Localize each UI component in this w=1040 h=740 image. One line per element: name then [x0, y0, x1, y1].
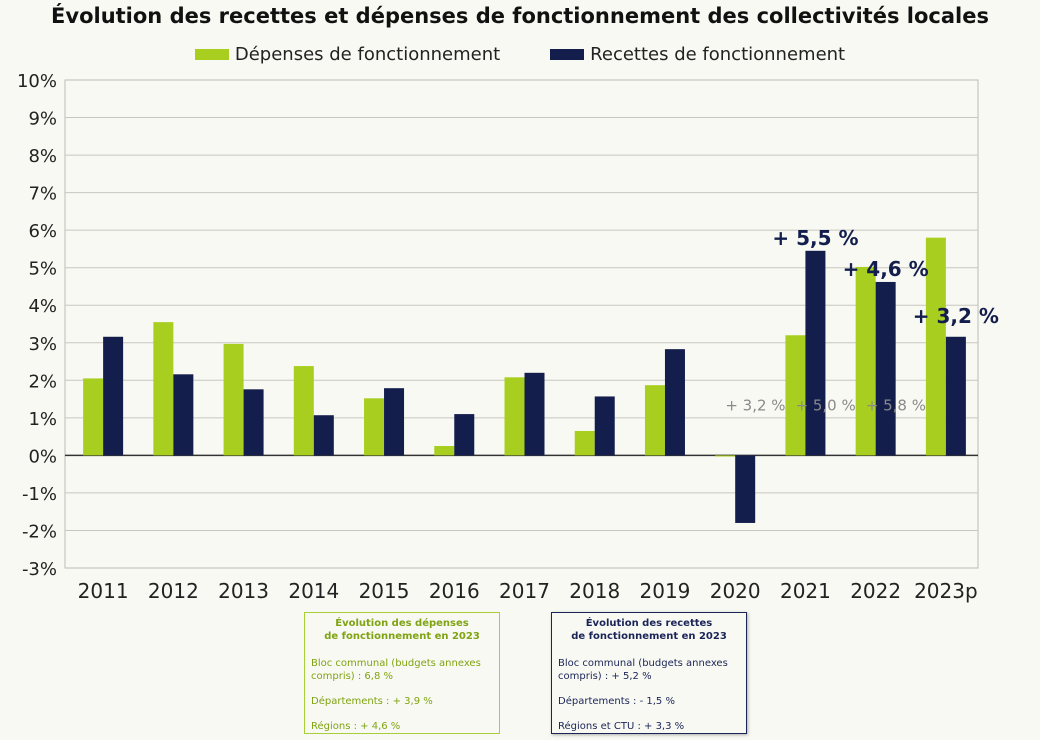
y-tick-label: 7% [28, 184, 57, 205]
bar-depenses [925, 237, 946, 456]
recettes-annotation: + 5,5 % [772, 226, 858, 250]
y-tick-label: 0% [28, 446, 57, 467]
bar-depenses [364, 398, 385, 456]
legend-item-depenses: Dépenses de fonctionnement [194, 44, 501, 65]
bar-recettes [384, 388, 405, 456]
bar-depenses [223, 343, 244, 456]
x-tick-label: 2015 [359, 579, 410, 603]
recettes-box-line-bloc: Bloc communal (budgets annexes compris) … [558, 658, 728, 682]
bar-recettes [454, 414, 475, 456]
x-tick-label: 2011 [78, 579, 129, 603]
y-tick-label: 5% [28, 259, 57, 280]
x-tick-label: 2016 [429, 579, 480, 603]
recettes-box-title: Évolution des recettes de fonctionnement… [571, 618, 727, 642]
bar-depenses [153, 322, 174, 456]
bar-recettes [173, 374, 194, 456]
bar-recettes [664, 349, 685, 456]
plot-frame [64, 79, 979, 569]
y-tick-label: 2% [28, 371, 57, 392]
x-tick-label: 2020 [710, 579, 761, 603]
bar-depenses [293, 366, 314, 456]
bar-depenses [785, 335, 806, 456]
depenses-annotation: + 3,2 % [725, 396, 785, 414]
bar-depenses [434, 446, 455, 456]
bar-depenses [855, 266, 876, 456]
depenses-box-line-regions: Régions : + 4,6 % [311, 721, 401, 732]
chart-legend: Dépenses de fonctionnement Recettes de f… [0, 44, 1040, 65]
x-tick-label: 2019 [640, 579, 691, 603]
bar-depenses [644, 385, 665, 456]
y-tick-label: 4% [28, 296, 57, 317]
recettes-box-line-regions: Régions et CTU : + 3,3 % [558, 721, 685, 732]
bar-depenses [715, 455, 736, 457]
y-tick-label: 3% [28, 334, 57, 355]
y-tick-label: -3% [22, 559, 57, 580]
x-tick-label: 2022 [850, 579, 901, 603]
y-tick-label: -2% [22, 521, 57, 542]
bar-recettes [103, 336, 124, 456]
depenses-box-title: Évolution des dépenses de fonctionnement… [324, 618, 480, 642]
bar-recettes [594, 396, 615, 456]
y-tick-label: 1% [28, 409, 57, 430]
depenses-2023-box: Évolution des dépenses de fonctionnement… [304, 612, 500, 734]
y-tick-label: 9% [28, 109, 57, 130]
depenses-annotation: + 5,8 % [866, 396, 926, 414]
x-tick-label: 2023p [914, 579, 978, 603]
legend-item-recettes: Recettes de fonctionnement [550, 44, 845, 65]
depenses-box-line-bloc: Bloc communal (budgets annexes compris) … [311, 658, 481, 682]
recettes-box-line-departements: Départements : - 1,5 % [558, 696, 675, 707]
legend-swatch-depenses [194, 49, 229, 60]
bar-depenses [504, 377, 525, 456]
y-tick-label: 8% [28, 146, 57, 167]
bar-recettes [875, 281, 896, 456]
x-tick-label: 2014 [288, 579, 339, 603]
x-tick-label: 2021 [780, 579, 831, 603]
bar-recettes [945, 336, 966, 456]
recettes-annotation: + 4,6 % [843, 257, 929, 281]
x-tick-label: 2017 [499, 579, 550, 603]
depenses-box-line-departements: Départements : + 3,9 % [311, 696, 433, 707]
recettes-2023-box: Évolution des recettes de fonctionnement… [551, 612, 747, 734]
x-tick-label: 2012 [148, 579, 199, 603]
bar-depenses [574, 430, 595, 456]
x-tick-label: 2013 [218, 579, 269, 603]
y-tick-label: 10% [17, 71, 57, 92]
legend-label-depenses: Dépenses de fonctionnement [234, 44, 501, 65]
bar-recettes [735, 455, 756, 523]
bar-depenses [83, 378, 104, 456]
depenses-annotation: + 5,0 % [796, 396, 856, 414]
bar-recettes [524, 372, 545, 456]
bar-recettes [243, 389, 264, 456]
recettes-annotation: + 3,2 % [913, 304, 999, 328]
bar-recettes [313, 415, 334, 456]
legend-swatch-recettes [550, 49, 585, 60]
bar-recettes [805, 250, 826, 456]
bar-chart: -3% -2% -1% 0% 1% 2% 3% 4% 5% 6% 7% 8% 9% 10% 2011 2012… [17, 71, 999, 603]
y-tick-label: 6% [28, 221, 57, 242]
legend-label-recettes: Recettes de fonctionnement [590, 44, 846, 65]
x-tick-label: 2018 [569, 579, 620, 603]
chart-title: Évolution des recettes et dépenses de fo… [51, 4, 989, 28]
y-tick-label: -1% [22, 484, 57, 505]
